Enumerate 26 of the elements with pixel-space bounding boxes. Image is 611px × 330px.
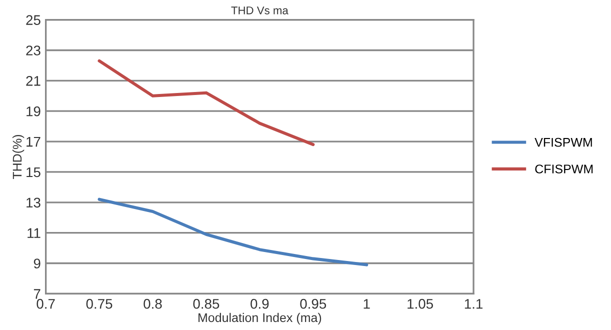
y-tick-label: 15 (26, 167, 40, 178)
x-tick-label: 0.8 (144, 298, 162, 309)
y-axis-title: THD(%) (12, 134, 24, 180)
x-tick-label: 0.75 (86, 298, 112, 309)
y-tick-label: 25 (26, 15, 40, 25)
y-tick-label: 19 (26, 106, 40, 116)
chart-title: THD Vs ma (231, 6, 288, 14)
legend-label: CFISPWM (535, 164, 593, 174)
x-tick-label: 1.05 (408, 298, 433, 309)
line-series (98, 59, 315, 146)
x-tick-label: 0.7 (36, 298, 55, 309)
y-tick-label: 11 (28, 228, 40, 238)
y-tick-label: 13 (26, 198, 40, 208)
line-series (98, 198, 368, 266)
x-tick-label: 0.95 (300, 298, 326, 309)
y-tick-label: 9 (34, 258, 40, 268)
y-tick-label: 21 (26, 76, 40, 86)
y-tick-label: 17 (26, 137, 40, 147)
y-tick-label: 7 (34, 289, 40, 299)
x-tick-label: 1 (364, 299, 370, 309)
legend-label: VFISPWM (534, 138, 592, 147)
x-tick-label: 0.85 (193, 298, 220, 309)
x-tick-label: 0.9 (250, 298, 269, 309)
y-tick-label: 23 (26, 46, 40, 56)
x-tick-label: 1.1 (464, 299, 482, 309)
x-axis-title: Modulation Index (ma) (198, 312, 322, 325)
